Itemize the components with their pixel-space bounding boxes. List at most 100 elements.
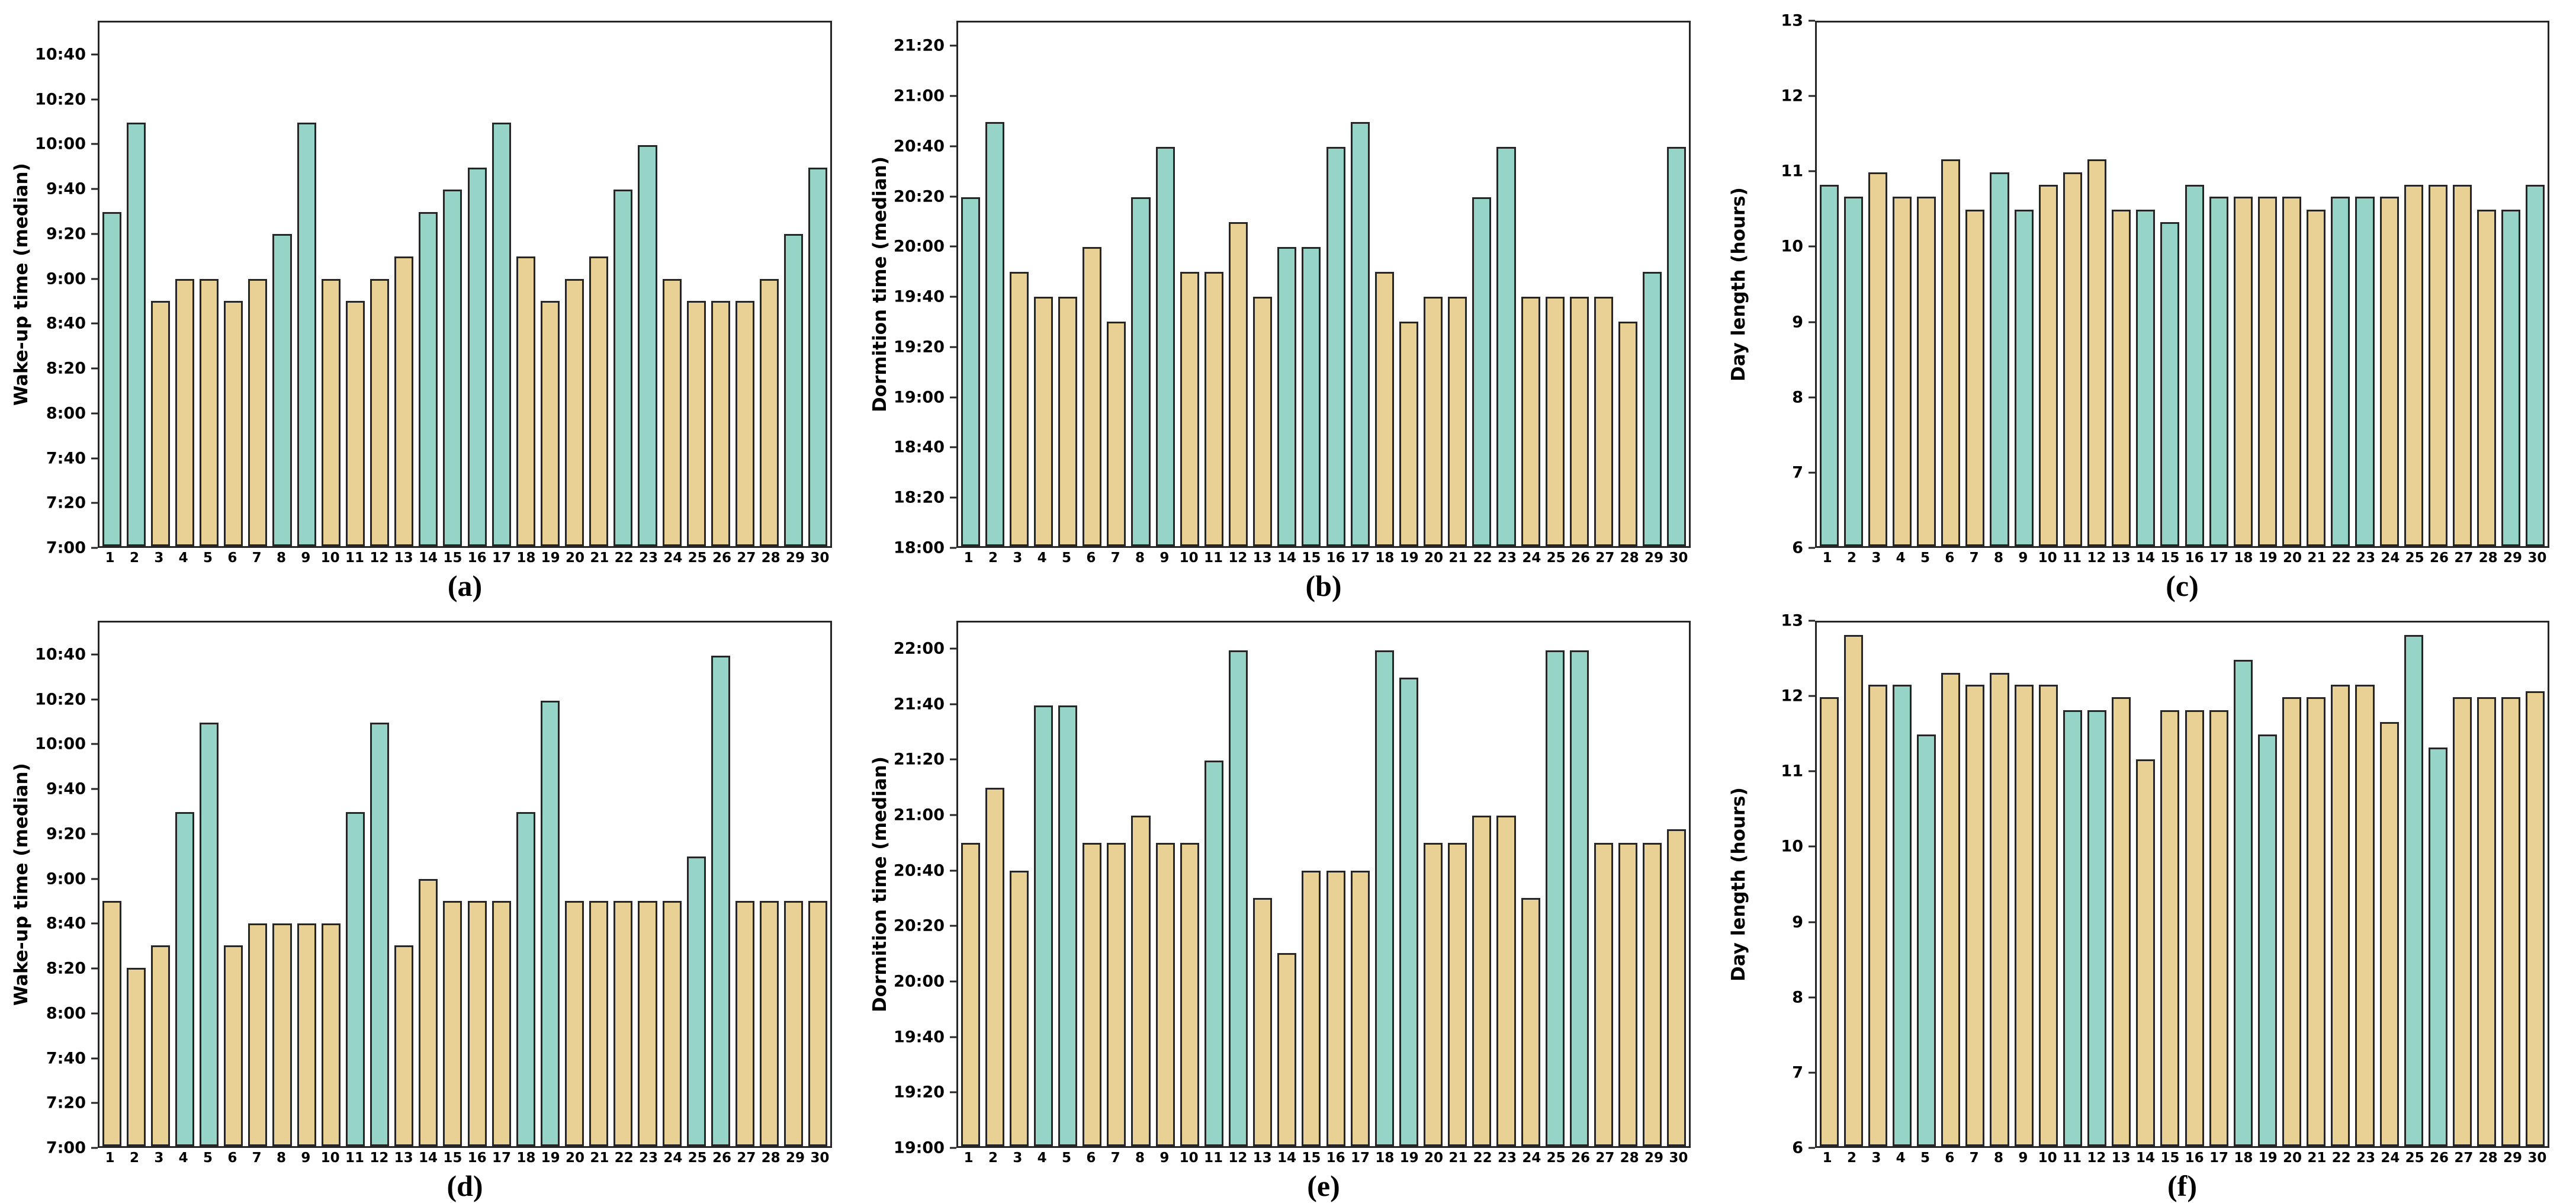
x-tick-label: 30 bbox=[2527, 1150, 2547, 1166]
bar-day-14 bbox=[2136, 209, 2156, 546]
y-tick-mark bbox=[91, 1102, 98, 1104]
subplot-d: Wake-up time (median) 7:00 7:20 7:40 8:00 8:… bbox=[0, 600, 859, 1202]
bar-day-18 bbox=[516, 256, 535, 546]
x-tick-label: 5 bbox=[203, 550, 213, 566]
y-tick: 19:00 bbox=[894, 389, 956, 405]
bar-day-11 bbox=[1204, 760, 1223, 1146]
x-tick-label: 20 bbox=[2282, 1150, 2302, 1166]
x-tick-label: 19 bbox=[1399, 1150, 1419, 1166]
bar-day-30 bbox=[808, 167, 828, 546]
x-tick-label: 3 bbox=[1013, 550, 1023, 566]
x-tick-label: 22 bbox=[1473, 1150, 1492, 1166]
bar-day-21 bbox=[589, 256, 609, 546]
subplot-e: Dormition time (median) 19:00 19:20 19:40 2… bbox=[859, 600, 1717, 1202]
x-tick-label: 19 bbox=[2258, 1150, 2278, 1166]
bar-day-5 bbox=[200, 723, 219, 1146]
bar-day-24 bbox=[1521, 297, 1540, 546]
bar-day-1 bbox=[961, 843, 980, 1146]
y-tick-label: 7 bbox=[1792, 1063, 1803, 1082]
x-tick-label: 2 bbox=[129, 550, 140, 566]
y-tick-mark bbox=[91, 1147, 98, 1149]
x-tick-label: 20 bbox=[565, 1150, 585, 1166]
bar-day-4 bbox=[1892, 684, 1912, 1146]
y-tick-mark bbox=[950, 195, 956, 198]
bar-day-2 bbox=[126, 968, 146, 1146]
x-tick-label: 19 bbox=[2258, 550, 2278, 566]
x-tick-label: 29 bbox=[785, 1150, 805, 1166]
x-tick-label: 7 bbox=[1110, 1150, 1120, 1166]
y-tick-mark bbox=[1809, 547, 1815, 549]
y-tick-mark bbox=[91, 278, 98, 280]
bar-day-22 bbox=[1472, 815, 1492, 1146]
y-tick-mark bbox=[950, 703, 956, 705]
x-tick-label: 1 bbox=[1822, 1150, 1832, 1166]
bar-day-19 bbox=[540, 700, 560, 1146]
bar-day-8 bbox=[1990, 672, 2009, 1146]
x-tick-label: 10 bbox=[2038, 550, 2057, 566]
x-tick-label: 6 bbox=[1086, 550, 1096, 566]
bar-day-7 bbox=[248, 278, 268, 546]
x-tick-label: 5 bbox=[1920, 1150, 1931, 1166]
bar-day-7 bbox=[1107, 843, 1126, 1146]
x-tick-label: 19 bbox=[541, 550, 560, 566]
x-tick-label: 7 bbox=[252, 1150, 262, 1166]
y-tick-mark bbox=[1809, 170, 1815, 172]
x-tick-label: 18 bbox=[1375, 1150, 1395, 1166]
x-tick-label: 21 bbox=[2307, 550, 2327, 566]
y-tick: 7:20 bbox=[46, 495, 98, 511]
y-tick: 18:20 bbox=[894, 490, 956, 506]
y-tick-label: 8 bbox=[1792, 988, 1803, 1007]
bar-day-14 bbox=[419, 211, 438, 546]
bar-day-24 bbox=[1521, 898, 1540, 1146]
bar-day-3 bbox=[150, 945, 170, 1146]
bar-day-26 bbox=[1569, 650, 1589, 1146]
bar-day-5 bbox=[200, 278, 219, 546]
x-tick-label: 28 bbox=[1620, 1150, 1639, 1166]
y-tick-label: 19:00 bbox=[894, 1138, 945, 1157]
bar-day-27 bbox=[1594, 297, 1614, 546]
y-tick-mark bbox=[91, 233, 98, 235]
y-tick-label: 10:20 bbox=[35, 90, 86, 109]
x-tick-label: 24 bbox=[663, 550, 683, 566]
x-tick-label: 3 bbox=[154, 550, 164, 566]
bar-day-14 bbox=[1277, 246, 1297, 546]
y-tick-mark bbox=[950, 547, 956, 549]
y-tick-label: 20:00 bbox=[894, 972, 945, 991]
x-tick-label: 26 bbox=[1570, 1150, 1591, 1166]
y-tick: 10:20 bbox=[35, 691, 98, 707]
y-tick-label: 20:00 bbox=[894, 237, 945, 256]
bar-day-6 bbox=[224, 945, 243, 1146]
x-tick-label: 8 bbox=[1993, 550, 2004, 566]
x-tick-label: 27 bbox=[737, 550, 756, 566]
y-tick: 9:20 bbox=[46, 826, 98, 842]
x-tick-label: 27 bbox=[1595, 550, 1615, 566]
bar-day-9 bbox=[1155, 843, 1175, 1146]
x-tick-label: 28 bbox=[2478, 550, 2498, 566]
bar-day-10 bbox=[321, 923, 341, 1146]
y-tick: 9:00 bbox=[46, 271, 98, 287]
bar-day-24 bbox=[2379, 197, 2399, 546]
y-axis-ticks: 18:00 18:20 18:40 19:00 19:20 19:40 20:00 20:20… bbox=[859, 21, 956, 556]
x-tick-label: 9 bbox=[2018, 1150, 2028, 1166]
x-tick-label: 10 bbox=[320, 1150, 340, 1166]
x-tick-label: 24 bbox=[663, 1150, 683, 1166]
bar-day-20 bbox=[2282, 697, 2302, 1146]
x-tick-label: 26 bbox=[1570, 550, 1591, 566]
x-tick-label: 8 bbox=[276, 1150, 287, 1166]
y-tick-label: 10:40 bbox=[35, 45, 86, 64]
y-axis-ticks: 6 7 8 9 10 11 12 13 bbox=[1717, 13, 1815, 556]
x-tick-label: 1 bbox=[1822, 550, 1832, 566]
bar-day-20 bbox=[565, 278, 584, 546]
x-tick-label: 26 bbox=[712, 550, 732, 566]
y-tick-mark bbox=[950, 814, 956, 816]
y-tick-mark bbox=[950, 145, 956, 147]
x-tick-label: 5 bbox=[1061, 1150, 1072, 1166]
bar-day-21 bbox=[1448, 843, 1467, 1146]
y-tick-mark bbox=[91, 502, 98, 504]
x-tick-label: 22 bbox=[1473, 550, 1492, 566]
y-tick: 9:40 bbox=[46, 781, 98, 797]
y-tick-label: 21:20 bbox=[894, 36, 945, 55]
x-tick-label: 1 bbox=[963, 550, 974, 566]
y-tick-mark bbox=[91, 188, 98, 190]
